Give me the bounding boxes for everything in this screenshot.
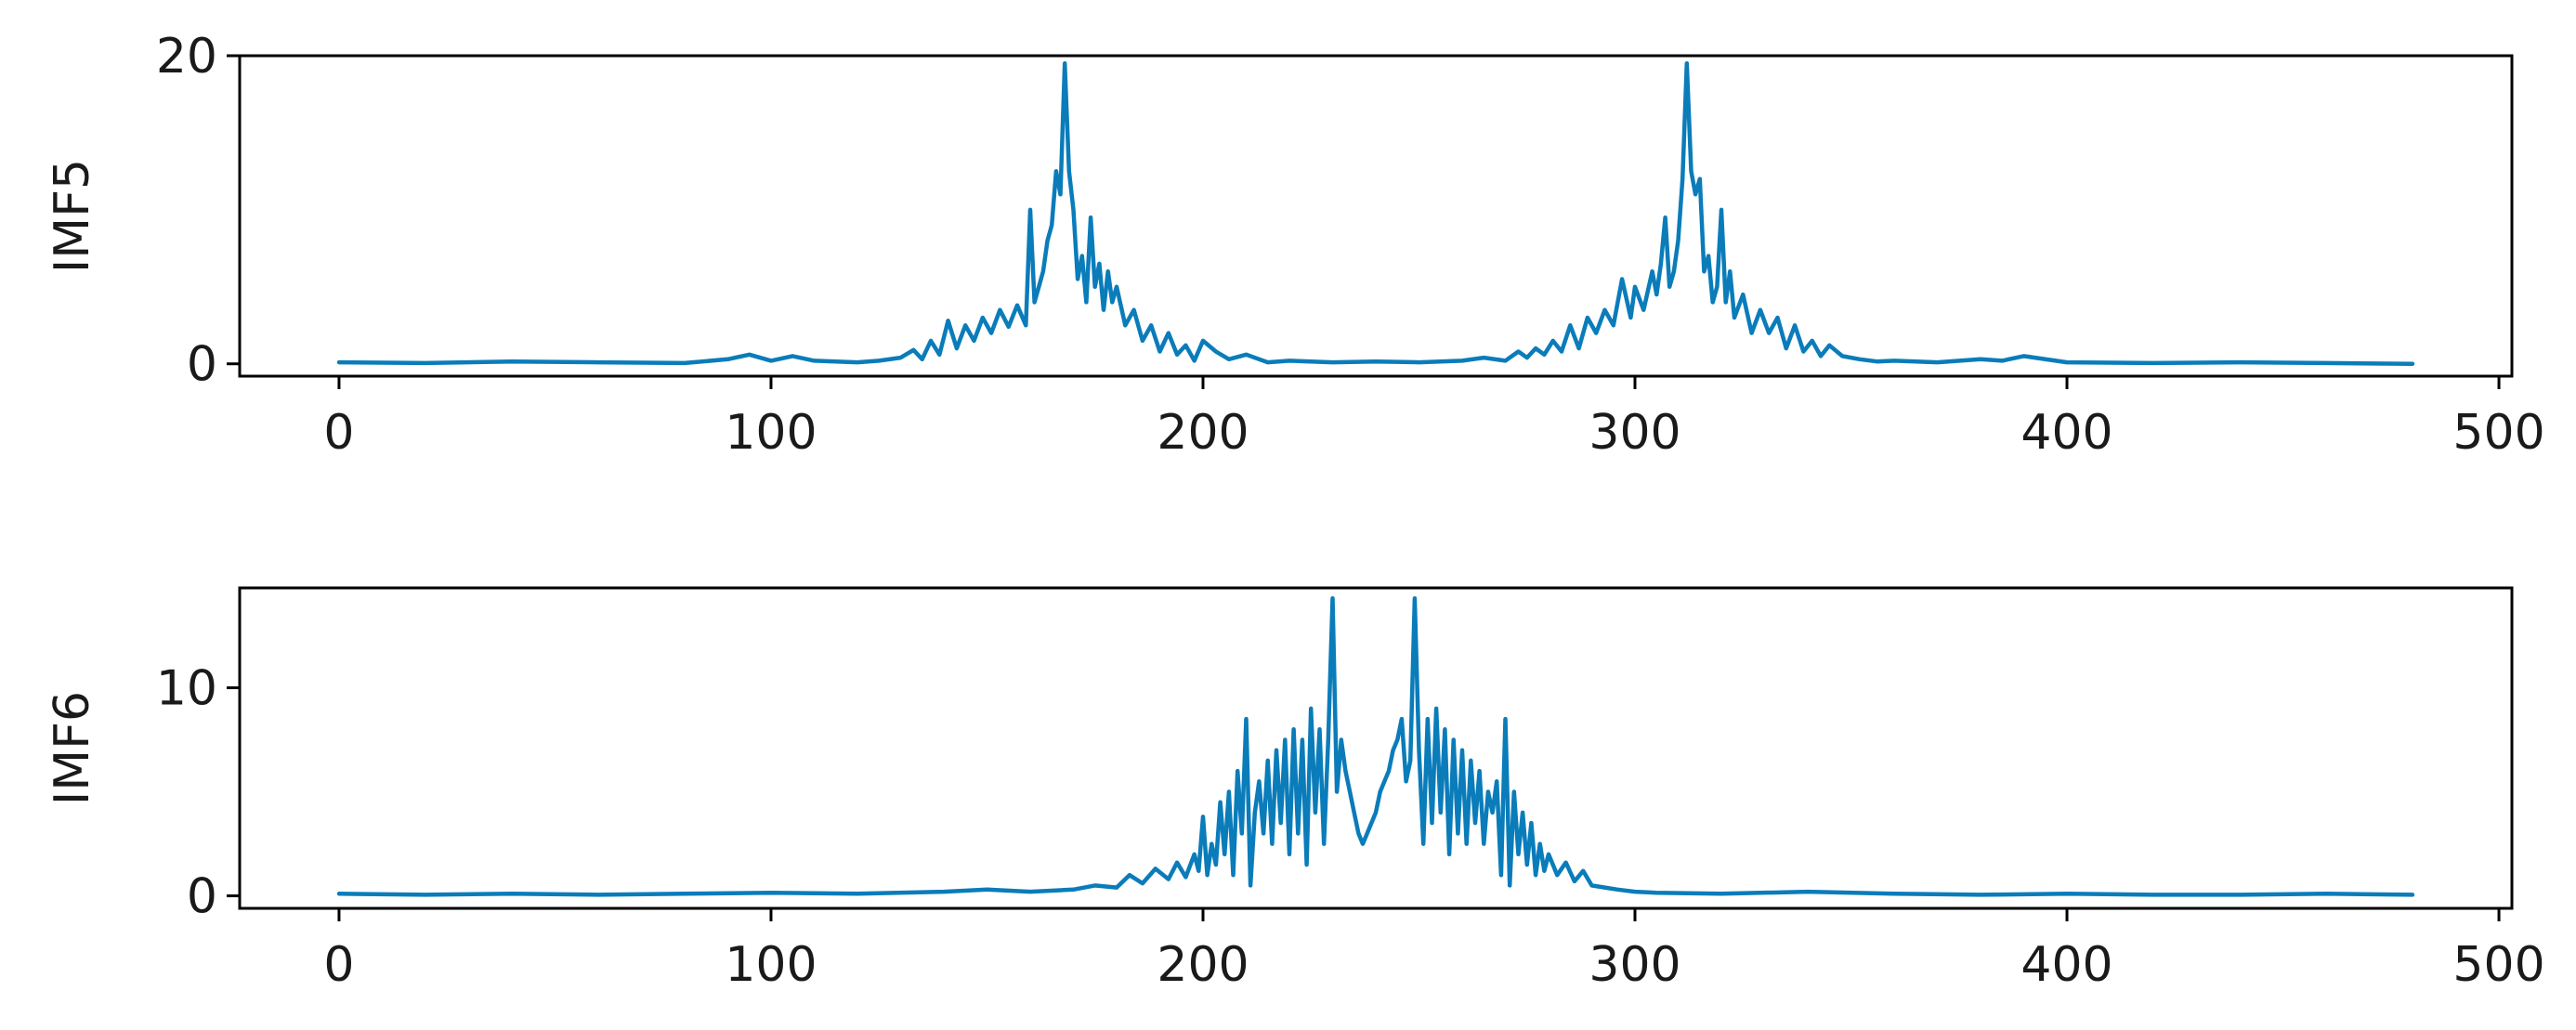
x-tick-label: 400	[2020, 937, 2112, 993]
y-tick-label: 20	[156, 29, 217, 85]
y-axis-label: IMF5	[45, 159, 100, 273]
x-tick-label: 400	[2020, 405, 2112, 461]
x-tick-label: 200	[1157, 405, 1249, 461]
subplot-imf6: 0 100 200 300 400 500 0 10 IMF6	[45, 586, 2545, 993]
y-tick-label: 0	[187, 337, 217, 393]
subplot-imf5: 0 100 200 300 400 500 0 20 IMF5	[45, 29, 2545, 461]
x-tick-label: 200	[1157, 937, 1249, 993]
x-tick-label: 100	[725, 405, 817, 461]
plot-frame	[238, 586, 2514, 910]
y-tick-label: 0	[187, 869, 217, 925]
y-axis-label: IMF6	[45, 691, 100, 805]
x-tick-label: 100	[725, 937, 817, 993]
x-tick-label: 300	[1589, 937, 1680, 993]
series-line	[336, 595, 2415, 897]
x-tick-label: 500	[2452, 405, 2544, 461]
y-tick-label: 10	[156, 661, 217, 717]
plot-frame	[238, 54, 2514, 378]
x-tick-label: 500	[2452, 937, 2544, 993]
x-tick-label: 300	[1589, 405, 1680, 461]
x-tick-label: 0	[323, 405, 354, 461]
x-tick-label: 0	[323, 937, 354, 993]
series-line	[336, 61, 2415, 366]
